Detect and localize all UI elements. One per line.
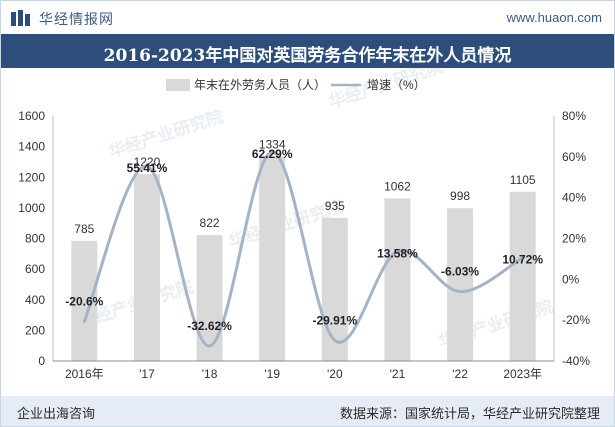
x-tick-label: '22 (452, 367, 468, 381)
y-left-tick-label: 400 (25, 293, 45, 307)
legend-line-label: 增速（%） (367, 78, 426, 92)
bar (259, 156, 286, 361)
bar (447, 208, 474, 361)
line-value-label: 10.72% (502, 252, 543, 266)
site-url[interactable]: www.huaon.com (506, 10, 602, 25)
bar-value-label: 1334 (259, 138, 286, 152)
legend-bar-label: 年末在外劳务人员（人） (194, 77, 326, 92)
y-right-tick-label: -20% (562, 313, 590, 327)
y-right-tick-label: 60% (562, 150, 586, 164)
bar-value-label: 998 (450, 189, 470, 203)
line-value-label: -32.62% (187, 319, 232, 333)
bar (196, 235, 223, 361)
brand-name: 华经情报网 (39, 12, 114, 28)
bar-value-label: 935 (325, 199, 345, 213)
y-left-tick-label: 0 (38, 354, 45, 368)
y-axis-left: 0 200 400 600 800 1000 1200 1400 1600 (18, 109, 54, 368)
line-data-labels: -20.6% 55.41% -32.62% 62.29% -29.91% 13.58% -6… (65, 147, 543, 333)
y-left-tick-label: 600 (25, 262, 45, 276)
bar-series (71, 156, 536, 361)
growth-line (82, 150, 525, 348)
y-left-tick-label: 1400 (18, 140, 45, 154)
watermark-text: 华经产业研究院 (106, 106, 225, 162)
y-axis-right: -40% -20% 0% 20% 40% 60% 80% (553, 109, 590, 368)
x-tick-label: '20 (327, 367, 343, 381)
footer-bar: 企业出海咨询 数据来源：国家统计局，华经产业研究院整理 (1, 396, 614, 426)
bar (133, 174, 160, 361)
bar-value-label: 785 (74, 222, 94, 236)
x-tick-label: '19 (264, 367, 280, 381)
line-value-label: -6.03% (441, 265, 479, 279)
line-value-label: -29.91% (312, 313, 357, 327)
y-left-tick-label: 800 (25, 232, 45, 246)
header-bar: 华经情报网 www.huaon.com (1, 1, 614, 34)
footer-left-note: 企业出海咨询 (17, 407, 96, 422)
x-tick-label: '17 (139, 367, 155, 381)
y-left-tick-label: 1000 (18, 201, 45, 215)
y-right-tick-label: 40% (562, 191, 586, 205)
y-right-tick-label: -40% (562, 354, 590, 368)
footer-source: 数据来源：国家统计局，华经产业研究院整理 (339, 407, 600, 422)
x-axis: 2016年 '17 '18 '19 '20 '21 '22 2023年 (53, 360, 554, 381)
bar (321, 217, 348, 361)
y-left-tick-label: 1600 (18, 109, 45, 123)
x-tick-label: 2016年 (65, 367, 104, 381)
y-left-tick-label: 200 (25, 323, 45, 337)
legend-bar-swatch (166, 79, 190, 91)
line-series (82, 150, 525, 348)
line-value-label: 55.41% (127, 161, 168, 175)
bar-value-label: 1220 (134, 155, 161, 169)
legend: 年末在外劳务人员（人） 增速（%） (166, 77, 426, 92)
x-tick-label: '21 (390, 367, 406, 381)
bar (509, 191, 536, 361)
combo-chart: 华经产业研究院华经产业研究院华经产业研究院华经产业研究院华经产业研究院 年末在外… (18, 68, 590, 381)
bar (71, 240, 98, 361)
logo-icon (11, 10, 30, 26)
line-value-label: -20.6% (65, 294, 103, 308)
bar-value-label: 1062 (384, 179, 411, 193)
x-tick-label: 2023年 (503, 367, 542, 381)
y-left-tick-label: 1200 (18, 170, 45, 184)
line-value-label: 62.29% (252, 147, 293, 161)
bar-value-label: 1105 (510, 173, 536, 187)
bar-data-labels: 785 1220 822 1334 935 1062 998 1105 (74, 138, 536, 236)
bar (384, 198, 411, 361)
title-bar: 2016-2023年中国对英国劳务合作年末在外人员情况 (1, 34, 614, 68)
chart-title: 2016-2023年中国对英国劳务合作年末在外人员情况 (103, 46, 512, 66)
line-value-label: 13.58% (377, 247, 418, 261)
y-right-tick-label: 20% (562, 232, 586, 246)
y-right-tick-label: 0% (562, 272, 580, 286)
bar-value-label: 822 (200, 216, 220, 230)
x-tick-label: '18 (202, 367, 218, 381)
y-right-tick-label: 80% (562, 109, 586, 123)
